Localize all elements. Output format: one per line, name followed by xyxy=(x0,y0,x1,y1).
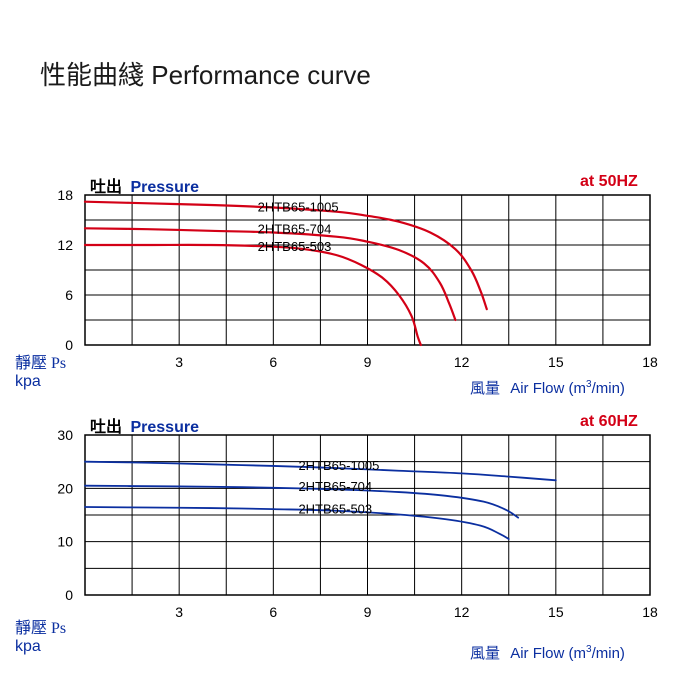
svg-text:15: 15 xyxy=(548,604,564,620)
x-axis-cn-60: 風量 xyxy=(470,645,500,662)
svg-text:18: 18 xyxy=(642,604,658,620)
svg-text:2HTB65-1005: 2HTB65-1005 xyxy=(298,458,379,473)
pressure-label-en-60: Pressure xyxy=(130,419,199,436)
y-axis-ps-60: 靜壓 Ps xyxy=(15,620,66,637)
svg-text:6: 6 xyxy=(269,604,277,620)
chart-60hz: 吐出 Pressure at 60HZ 0 10 20 30 3 6 9 12 15 18 2HTB… xyxy=(0,0,700,640)
svg-text:20: 20 xyxy=(57,480,73,496)
chart-60hz-svg: 0 10 20 30 3 6 9 12 15 18 2HTB65-1005 2HTB65-704 2HT… xyxy=(0,0,700,640)
y-axis-kpa-60: kpa xyxy=(15,638,41,655)
svg-text:2HTB65-503: 2HTB65-503 xyxy=(298,501,372,516)
page: 性能曲綫 Performance curve 吐出 Pressure at 50… xyxy=(0,0,700,700)
svg-text:2HTB65-704: 2HTB65-704 xyxy=(298,479,372,494)
svg-text:30: 30 xyxy=(57,427,73,443)
svg-text:12: 12 xyxy=(454,604,470,620)
svg-text:0: 0 xyxy=(65,587,73,603)
pressure-label-cn-60: 吐出 xyxy=(90,419,122,436)
y-axis-label-60: 靜壓 Ps kpa xyxy=(15,620,66,655)
svg-text:9: 9 xyxy=(364,604,372,620)
pressure-label-60: 吐出 Pressure xyxy=(90,413,199,437)
svg-text:3: 3 xyxy=(175,604,183,620)
svg-text:10: 10 xyxy=(57,534,73,550)
x-axis-en-60: Air Flow (m3/min) xyxy=(510,645,625,662)
x-axis-label-60: 風量 Air Flow (m3/min) xyxy=(470,642,625,663)
freq-label-60: at 60HZ xyxy=(580,413,638,431)
